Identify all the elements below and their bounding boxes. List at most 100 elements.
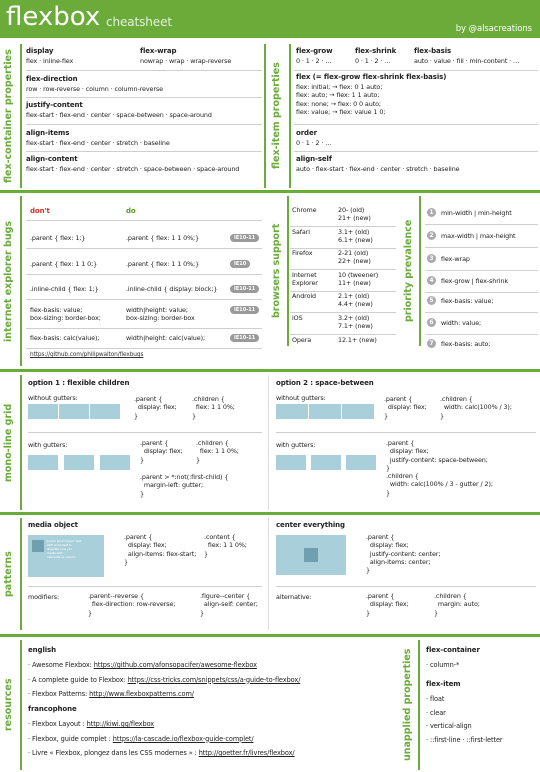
- prop-name: justify-content: [26, 101, 83, 109]
- res-item: · Flexbox Patterns: http://www.flexboxpa…: [28, 690, 194, 698]
- badge: IE10: [230, 260, 251, 268]
- badge: IE10-11: [230, 306, 260, 314]
- priority-item: flex-basis: auto;: [441, 340, 491, 348]
- rule: [425, 270, 538, 271]
- rule: [26, 274, 262, 275]
- label: with gutters:: [28, 441, 68, 449]
- pattern-title: center everything: [276, 521, 345, 529]
- grid-box: [342, 404, 374, 419]
- rule: [26, 328, 262, 329]
- rank: 3: [427, 254, 436, 263]
- prop-name: align-self: [296, 155, 332, 163]
- priority-item: flex-wrap: [441, 255, 470, 263]
- code: .parent { flex: 1 1 0;}: [30, 260, 98, 268]
- res-link[interactable]: https://github.com/afonsopacifer/awesome…: [93, 661, 257, 669]
- rank: 7: [427, 339, 436, 348]
- rule: [290, 334, 396, 335]
- code: .parent > *:not(:first-child) { margin-l…: [140, 473, 229, 498]
- code: .parent { display: flex; justify-content…: [366, 533, 441, 575]
- rule: [294, 151, 538, 152]
- divider: [418, 640, 420, 770]
- support: 20- (old) 21+ (new): [338, 206, 371, 223]
- res-text: Livre « Flexbox, plongez dans les CSS mo…: [32, 749, 199, 757]
- res-text: Flexbox Layout :: [32, 720, 87, 728]
- res-item: · A complete guide to Flexbox: https://c…: [28, 675, 301, 684]
- option-title: option 1 : flexible children: [28, 379, 130, 387]
- prop-name: flex-basis: [414, 47, 452, 55]
- grid-box: [309, 404, 341, 419]
- code: .children { flex: 1 1 0%; }: [196, 439, 239, 464]
- code: .parent { flex: 1;}: [30, 234, 86, 242]
- link: https://github.com/philipwalton/flexbugs: [30, 352, 144, 358]
- badge: IE10-11: [230, 234, 260, 242]
- rule: [28, 432, 262, 433]
- prop-values: 0 · 1 · 2 · …: [296, 57, 332, 65]
- label: alternative:: [276, 593, 312, 601]
- code: .children { width: calc(100% / 3 - gutte…: [386, 472, 493, 497]
- divider: [264, 44, 266, 188]
- unapplied-text: vertical-align: [430, 722, 472, 730]
- res-item: · Flexbox Layout : http://kiwi.gg/flexbo…: [28, 720, 155, 728]
- grid-box: [100, 455, 130, 470]
- grid-box: [64, 455, 94, 470]
- rule: [26, 299, 262, 300]
- prop-name: flex (= flex-grow flex-shrink flex-basis…: [296, 73, 447, 81]
- col-head: do: [126, 207, 136, 215]
- browser: Safari: [292, 228, 310, 236]
- res-link[interactable]: https://la-cascade.io/flexbox-guide-comp…: [112, 734, 254, 743]
- unapplied-text: column-*: [430, 661, 460, 669]
- side-label: priority prevalence: [403, 219, 414, 323]
- divider: [287, 196, 289, 346]
- res-link[interactable]: http://goetter.fr/livres/flexbox/: [198, 749, 295, 757]
- section-rule: [0, 369, 540, 372]
- unapplied-item: · clear: [426, 708, 446, 717]
- code: .parent { display: flex; }: [140, 439, 183, 464]
- browser: iOS: [292, 314, 303, 322]
- res-item: · Livre « Flexbox, plongez dans les CSS …: [28, 749, 295, 757]
- prop-values: auto · value · fill · min-content · …: [414, 57, 520, 65]
- rank: 2: [427, 231, 436, 240]
- browser: Firefox: [292, 249, 313, 257]
- support: 3.2+ (old) 7.1+ (new): [338, 314, 373, 331]
- priority-item: flex-basis: value;: [441, 297, 494, 305]
- prop-values: flex-start · flex-end · center · stretch…: [26, 165, 240, 173]
- rule: [425, 247, 538, 248]
- badge: IE10-11: [230, 285, 260, 293]
- code: .children { flex: 1 1 0%; }: [192, 395, 235, 420]
- res-link[interactable]: http://www.flexboxpatterns.com/: [89, 690, 194, 698]
- prop-values: 0 · 1 · 2 · …: [296, 139, 332, 147]
- label: without gutters:: [276, 394, 326, 402]
- code: flex-basis: calc(value);: [30, 334, 100, 342]
- side-label: unapplied properties: [402, 648, 413, 762]
- code: .inline-child { display: block;}: [126, 285, 218, 293]
- res-link[interactable]: http://kiwi.gg/flexbox: [86, 720, 155, 728]
- res-link[interactable]: https://css-tricks.com/snippets/css/a-gu…: [127, 675, 301, 684]
- side-label: internet explorer bugs: [3, 220, 14, 342]
- prop-name: order: [296, 129, 317, 137]
- prop-values: flex · inline-flex: [26, 57, 74, 65]
- code: width|height: value; box-sizing: border-…: [126, 306, 195, 323]
- unapplied-item: · column-*: [426, 661, 460, 669]
- rule: [26, 124, 262, 125]
- unapplied-text: ::first-line · ::first-letter: [430, 735, 503, 744]
- subtitle: cheatsheet: [106, 15, 172, 29]
- prop-name: align-items: [26, 129, 70, 137]
- label: modifiers:: [28, 593, 60, 601]
- grid-box: [59, 404, 89, 419]
- code: .parent { display: flex; }: [366, 592, 409, 617]
- priority-item: min-width | min-height: [441, 209, 512, 217]
- priority-item: max-width | max-height: [441, 232, 516, 240]
- support: 12.1+ (new): [338, 336, 377, 344]
- rule: [290, 291, 396, 292]
- title: flexbox: [6, 2, 101, 32]
- code: .children { width: calc(100% / 3); }: [440, 395, 512, 420]
- code: width|height: calc(value);: [126, 334, 206, 342]
- rule: [26, 348, 262, 349]
- grid-box: [28, 404, 58, 419]
- prop-name: flex-wrap: [140, 47, 177, 55]
- side-label: resources: [3, 678, 14, 732]
- code: .parent--reverse { flex-direction: row-r…: [88, 592, 176, 617]
- grid-box: [90, 404, 120, 419]
- divider: [268, 375, 269, 510]
- prop-name: flex-shrink: [355, 47, 397, 55]
